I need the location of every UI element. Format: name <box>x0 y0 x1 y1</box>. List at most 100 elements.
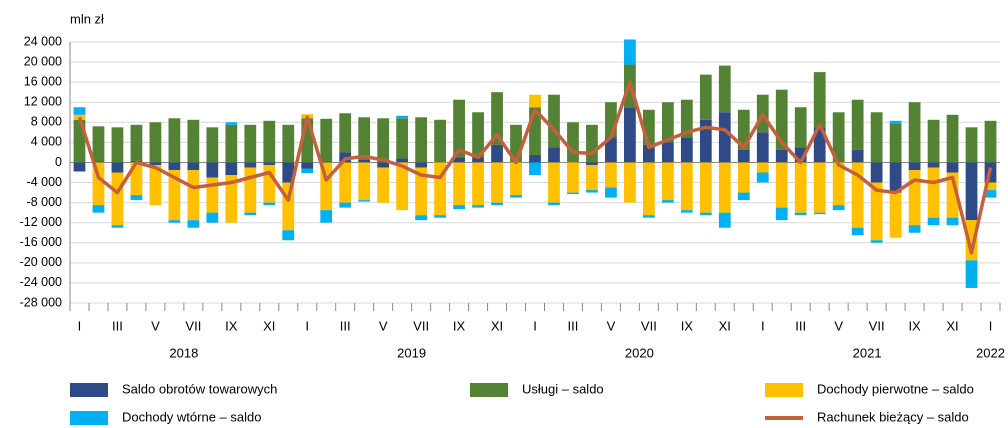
bar <box>605 102 617 138</box>
bar <box>529 162 541 176</box>
bar <box>73 162 86 172</box>
bar <box>73 119 86 163</box>
bar <box>73 114 86 120</box>
bar <box>984 182 997 191</box>
bar <box>908 102 921 163</box>
y-tick-label: -28 000 <box>20 295 62 309</box>
bar <box>168 118 181 163</box>
legend-swatch <box>70 383 108 397</box>
x-tick-label: V <box>379 318 388 333</box>
bar <box>244 162 257 168</box>
bar <box>851 149 864 163</box>
bar <box>965 260 978 288</box>
bar <box>548 147 560 163</box>
bar <box>130 124 143 161</box>
x-tick-label: I <box>78 318 82 333</box>
bar <box>320 161 333 163</box>
bar <box>661 200 674 203</box>
bar <box>491 162 503 203</box>
bar <box>396 115 409 119</box>
bar <box>225 122 238 125</box>
bar <box>870 162 883 183</box>
bar <box>396 158 409 163</box>
x-tick-label: V <box>151 318 160 333</box>
bar <box>870 240 883 243</box>
bar <box>699 212 712 216</box>
bar <box>301 168 314 174</box>
bar <box>358 159 371 163</box>
bar <box>206 127 219 163</box>
y-axis-label: mln zł <box>70 11 104 26</box>
bar <box>453 99 465 158</box>
bar <box>927 167 940 218</box>
bar <box>434 162 446 216</box>
bar <box>358 200 371 202</box>
bar <box>529 154 541 163</box>
bar <box>529 107 541 155</box>
legend-label: Saldo obrotów towarowych <box>122 381 277 396</box>
bar <box>320 162 333 211</box>
legend-swatch <box>470 383 508 397</box>
x-tick-label: XI <box>719 318 731 333</box>
y-tick-label: 8 000 <box>31 115 62 129</box>
bar <box>737 162 750 193</box>
bar <box>908 225 921 233</box>
bar <box>377 162 390 168</box>
bar <box>586 190 598 193</box>
bar <box>73 107 86 115</box>
bar <box>965 162 978 221</box>
bar <box>927 217 940 226</box>
bar <box>794 147 807 163</box>
y-tick-label: 20 000 <box>24 54 62 68</box>
x-tick-label: I <box>761 318 765 333</box>
bar <box>832 205 845 211</box>
year-label: 2018 <box>169 345 198 360</box>
y-tick-label: -20 000 <box>20 255 62 269</box>
x-tick-label: III <box>795 318 806 333</box>
bar <box>548 162 560 203</box>
bar <box>737 192 750 201</box>
bar <box>586 124 598 163</box>
bar <box>529 94 541 108</box>
y-tick-label: 16 000 <box>24 74 62 88</box>
bar <box>434 119 446 163</box>
bar <box>263 120 276 163</box>
bar <box>263 164 276 203</box>
bar <box>149 122 162 163</box>
bar <box>680 210 693 213</box>
bar <box>984 190 997 198</box>
bar <box>605 137 617 163</box>
legend-label: Dochody pierwotne – saldo <box>817 381 974 396</box>
bar <box>282 162 295 183</box>
bar <box>358 117 371 160</box>
bar <box>491 92 503 145</box>
bar <box>680 137 693 163</box>
bar <box>472 162 484 206</box>
y-tick-label: -24 000 <box>20 275 62 289</box>
bar <box>415 167 428 216</box>
x-tick-label: IX <box>453 318 466 333</box>
bar <box>718 65 731 113</box>
bar <box>92 161 105 163</box>
bar <box>680 162 693 211</box>
bar <box>794 212 807 216</box>
x-tick-label: III <box>112 318 123 333</box>
bar <box>946 217 959 226</box>
bar <box>301 162 314 169</box>
x-tick-label: VII <box>641 318 657 333</box>
bar <box>263 202 276 206</box>
bar <box>775 149 788 163</box>
bar <box>92 126 105 162</box>
bar <box>320 118 333 162</box>
bar <box>718 112 731 163</box>
bar <box>851 99 864 150</box>
bar <box>339 113 352 153</box>
bar <box>642 109 655 145</box>
bar <box>130 162 143 196</box>
bar <box>586 162 598 165</box>
bar <box>567 122 579 163</box>
x-tick-label: I <box>305 318 309 333</box>
x-tick-label: IX <box>681 318 694 333</box>
line <box>77 80 993 255</box>
